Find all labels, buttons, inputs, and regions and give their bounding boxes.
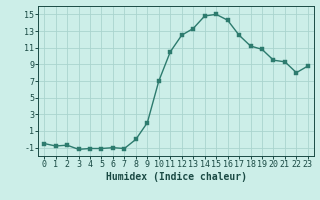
X-axis label: Humidex (Indice chaleur): Humidex (Indice chaleur) (106, 172, 246, 182)
